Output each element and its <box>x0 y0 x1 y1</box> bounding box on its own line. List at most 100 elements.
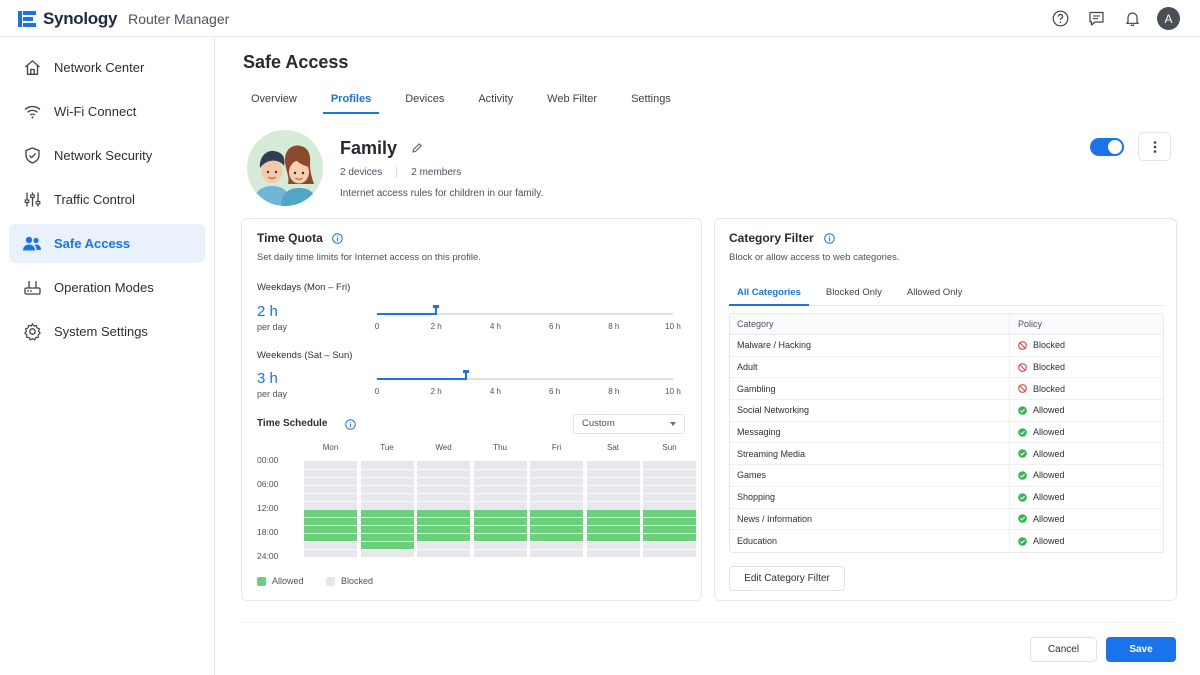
weekends-label: Weekends (Sat – Sun) <box>257 350 353 361</box>
grid-line <box>304 525 357 526</box>
more-options-button[interactable] <box>1138 132 1171 161</box>
table-row[interactable]: Social Networking Allowed <box>730 400 1163 422</box>
profile-enabled-toggle[interactable] <box>1090 138 1124 156</box>
category-policy[interactable]: Allowed <box>1010 509 1163 530</box>
weekends-unit: per day <box>257 389 288 399</box>
category-policy[interactable]: Blocked <box>1010 335 1163 356</box>
category-name: Games <box>730 465 1010 486</box>
slider-tick-label: 8 h <box>608 322 620 331</box>
pencil-edit-icon[interactable] <box>411 142 423 154</box>
table-row[interactable]: Messaging Allowed <box>730 421 1163 444</box>
day-label: Thu <box>493 443 507 452</box>
category-policy[interactable]: Blocked <box>1010 357 1163 378</box>
user-avatar[interactable]: A <box>1157 7 1180 30</box>
gear-icon <box>22 322 42 342</box>
schedule-day-column[interactable] <box>473 461 527 557</box>
grid-line <box>586 469 640 470</box>
policy-label: Blocked <box>1033 340 1066 351</box>
tab-blocked-only[interactable]: Blocked Only <box>825 287 882 298</box>
info-icon[interactable] <box>332 233 343 244</box>
tab-devices[interactable]: Devices <box>405 93 445 105</box>
slider-fill <box>377 378 466 380</box>
weekends-slider[interactable] <box>377 370 673 380</box>
info-icon[interactable] <box>824 233 835 244</box>
category-policy[interactable]: Allowed <box>1010 487 1163 508</box>
policy-label: Blocked <box>1033 383 1066 394</box>
table-row[interactable]: News / Information Allowed <box>730 508 1163 531</box>
weekdays-label: Weekdays (Mon – Fri) <box>257 282 351 293</box>
messages-icon[interactable] <box>1085 8 1107 30</box>
grid-line <box>473 485 527 486</box>
grid-line <box>473 509 527 510</box>
tab-settings[interactable]: Settings <box>631 93 671 105</box>
grid-line <box>586 485 640 486</box>
help-icon[interactable] <box>1049 8 1071 30</box>
main-content: Safe Access Overview Profiles Devices Ac… <box>215 37 1200 675</box>
grid-line <box>417 477 470 478</box>
table-row[interactable]: Malware / Hacking Blocked <box>730 335 1163 357</box>
cancel-button[interactable]: Cancel <box>1030 637 1097 662</box>
grid-line <box>473 533 527 534</box>
slider-handle[interactable] <box>433 305 440 315</box>
table-row[interactable]: Shopping Allowed <box>730 486 1163 509</box>
time-label: 06:00 <box>257 479 279 489</box>
category-policy[interactable]: Allowed <box>1010 400 1163 421</box>
schedule-mode-select[interactable]: Custom <box>573 414 685 434</box>
grid-line <box>473 501 527 502</box>
slider-handle[interactable] <box>462 370 469 380</box>
schedule-day-column[interactable] <box>643 461 696 557</box>
sidebar-item-traffic-control[interactable]: Traffic Control <box>9 180 205 219</box>
policy-label: Allowed <box>1033 427 1065 438</box>
table-row[interactable]: Education Allowed <box>730 530 1163 552</box>
sidebar-item-network-center[interactable]: Network Center <box>9 48 205 87</box>
brand[interactable]: Synology Router Manager <box>18 9 229 29</box>
category-policy[interactable]: Allowed <box>1010 530 1163 552</box>
tab-allowed-only[interactable]: Allowed Only <box>906 287 963 298</box>
schedule-day-column[interactable] <box>360 461 414 557</box>
save-button[interactable]: Save <box>1106 637 1176 662</box>
category-policy[interactable]: Allowed <box>1010 465 1163 486</box>
policy-label: Allowed <box>1033 448 1065 459</box>
tab-all-categories[interactable]: All Categories <box>729 285 809 306</box>
sidebar-item-network-security[interactable]: Network Security <box>9 136 205 175</box>
sidebar-item-operation-modes[interactable]: Operation Modes <box>9 268 205 307</box>
category-policy[interactable]: Allowed <box>1010 443 1163 464</box>
grid-line <box>417 525 470 526</box>
sidebar-item-wifi-connect[interactable]: Wi-Fi Connect <box>9 92 205 131</box>
grid-line <box>586 477 640 478</box>
brand-name: Synology <box>43 9 118 28</box>
tab-activity[interactable]: Activity <box>478 93 514 105</box>
grid-line <box>643 485 696 486</box>
table-row[interactable]: Adult Blocked <box>730 356 1163 379</box>
schedule-day-column[interactable] <box>417 461 470 557</box>
schedule-day-column[interactable] <box>530 461 583 557</box>
table-row[interactable]: Streaming Media Allowed <box>730 443 1163 466</box>
tab-web-filter[interactable]: Web Filter <box>547 93 598 105</box>
category-name: Shopping <box>730 486 1010 508</box>
tab-profiles[interactable]: Profiles <box>322 89 380 114</box>
weekdays-slider[interactable] <box>377 305 673 315</box>
info-icon[interactable] <box>345 419 356 430</box>
allowed-cell[interactable] <box>360 509 414 549</box>
sidebar-item-system-settings[interactable]: System Settings <box>9 312 205 351</box>
grid-line <box>417 485 470 486</box>
grid-line <box>360 501 414 502</box>
schedule-day-column[interactable] <box>304 461 357 557</box>
notification-bell-icon[interactable] <box>1121 8 1143 30</box>
edit-category-filter-button[interactable]: Edit Category Filter <box>729 566 845 591</box>
sidebar-item-safe-access[interactable]: Safe Access <box>9 224 205 263</box>
slider-tick-label: 8 h <box>608 387 620 396</box>
kebab-menu-icon <box>1153 140 1156 153</box>
grid-line <box>473 525 527 526</box>
time-label: 18:00 <box>257 527 279 537</box>
table-row[interactable]: Games Allowed <box>730 465 1163 487</box>
category-policy[interactable]: Allowed <box>1010 422 1163 443</box>
shield-icon <box>22 146 42 166</box>
tab-overview[interactable]: Overview <box>251 93 297 105</box>
weekends-value: 3 h <box>257 370 278 387</box>
table-row[interactable]: Gambling Blocked <box>730 378 1163 401</box>
schedule-day-column[interactable] <box>586 461 640 557</box>
grid-line <box>643 517 696 518</box>
allowed-check-icon <box>1018 406 1027 415</box>
category-policy[interactable]: Blocked <box>1010 378 1163 399</box>
